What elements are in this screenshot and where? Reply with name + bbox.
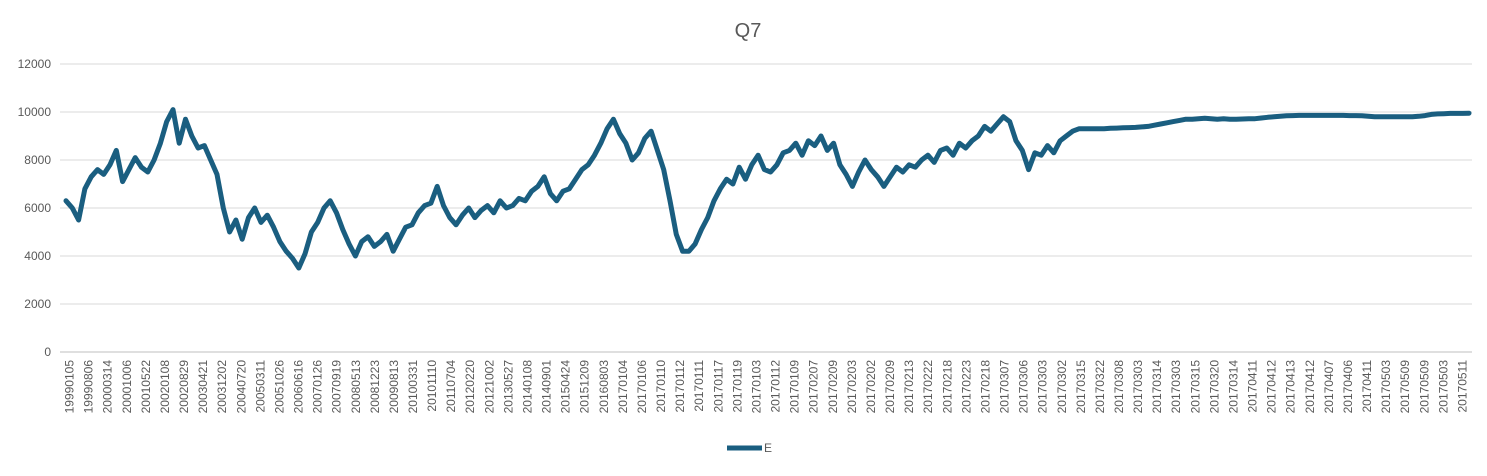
x-tick-label: 20170322: [1093, 360, 1107, 414]
legend-label: E: [764, 441, 772, 455]
x-tick-label: 20170222: [921, 360, 935, 414]
x-tick-label: 20170117: [711, 360, 725, 413]
x-tick-label: 20170202: [864, 360, 878, 414]
x-tick-label: 20110704: [444, 360, 458, 413]
x-tick-label: 20170511: [1455, 360, 1469, 413]
x-tick-label: 20030421: [196, 360, 210, 414]
x-tick-label: 20170315: [1074, 360, 1088, 414]
x-tick-label: 20170412: [1303, 360, 1317, 414]
x-tick-label: 20170412: [1265, 360, 1279, 414]
y-tick-label: 10000: [18, 105, 52, 119]
x-tick-label: 20140108: [520, 360, 534, 414]
x-tick-label: 20060616: [292, 360, 306, 414]
x-tick-label: 19990105: [63, 360, 77, 414]
x-tick-label: 20170119: [730, 360, 744, 413]
x-tick-label: 20051026: [272, 360, 286, 414]
y-tick-label: 12000: [18, 57, 52, 71]
x-tick-label: 20170218: [940, 360, 954, 414]
gridlines: [60, 63, 1472, 353]
x-tick-label: 20090813: [387, 360, 401, 414]
x-tick-label: 20170209: [826, 360, 840, 414]
y-tick-label: 8000: [24, 153, 51, 167]
x-tick-label: 20010522: [139, 360, 153, 414]
x-tick-label: 20170103: [749, 360, 763, 414]
x-tick-label: 20170207: [807, 360, 821, 414]
x-tick-label: 20121002: [482, 360, 496, 414]
x-tick-label: 20170411: [1360, 360, 1374, 413]
x-tick-label: 20170307: [998, 360, 1012, 414]
chart-title: Q7: [735, 20, 762, 42]
x-tick-label: 20050311: [253, 360, 267, 413]
x-tick-label: 20160803: [597, 360, 611, 414]
x-tick-label: 19990806: [82, 360, 96, 414]
plot-series: [63, 107, 1472, 271]
x-tick-label: 20170109: [788, 360, 802, 414]
x-tick-label: 20151209: [578, 360, 592, 414]
x-tick-label: 20020829: [177, 360, 191, 414]
x-tick-label: 20170111: [692, 360, 706, 412]
x-tick-label: 20031202: [215, 360, 229, 414]
x-tick-label: 20170112: [769, 360, 783, 413]
x-tick-label: 20170509: [1417, 360, 1431, 414]
y-axis: 0 2000 4000 6000 8000 10000 12000: [18, 57, 52, 359]
x-tick-label: 20170106: [635, 360, 649, 414]
x-tick-label: 20170509: [1398, 360, 1412, 414]
x-tick-label: 20170213: [902, 360, 916, 414]
x-tick-label: 20170203: [845, 360, 859, 414]
x-tick-label: 20170306: [1017, 360, 1031, 414]
x-tick-label: 20170303: [1131, 360, 1145, 414]
y-tick-label: 0: [44, 345, 51, 359]
x-tick-label: 20170411: [1246, 360, 1260, 413]
x-tick-label: 20080513: [349, 360, 363, 414]
series-line-E: [63, 107, 1472, 271]
x-tick-label: 20170314: [1226, 360, 1240, 414]
x-tick-label: 20170503: [1436, 360, 1450, 414]
x-tick-label: 20070919: [330, 360, 344, 414]
x-tick-label: 20170218: [978, 360, 992, 414]
x-tick-label: 20100331: [406, 360, 420, 414]
x-tick-label: 20170315: [1188, 360, 1202, 414]
x-tick-label: 20170413: [1284, 360, 1298, 414]
x-tick-label: 20081223: [368, 360, 382, 414]
x-tick-label: 20000314: [101, 360, 115, 414]
x-tick-label: 20170223: [959, 360, 973, 414]
x-tick-label: 20101110: [425, 360, 439, 412]
x-tick-label: 20170303: [1036, 360, 1050, 414]
x-tick-label: 20020108: [158, 360, 172, 414]
x-tick-label: 20040720: [234, 360, 248, 414]
x-tick-label: 20140901: [540, 360, 554, 414]
x-tick-label: 20170112: [673, 360, 687, 413]
x-tick-label: 20170104: [616, 360, 630, 414]
y-tick-label: 4000: [24, 249, 51, 263]
x-tick-label: 20120220: [463, 360, 477, 414]
x-tick-label: 20170407: [1322, 360, 1336, 414]
y-tick-label: 6000: [24, 201, 51, 215]
x-tick-label: 20070126: [311, 360, 325, 414]
legend: E: [727, 441, 772, 455]
x-tick-label: 20150424: [559, 360, 573, 414]
x-tick-label: 20170303: [1169, 360, 1183, 414]
x-tick-label: 20170308: [1112, 360, 1126, 414]
x-tick-label: 20170503: [1379, 360, 1393, 414]
x-tick-label: 20170302: [1055, 360, 1069, 414]
x-tick-label: 20130527: [501, 360, 515, 414]
x-tick-label: 20170110: [654, 360, 668, 413]
x-axis: 19990105 19990806 20000314 20001006 20010522…: [63, 360, 1470, 414]
y-tick-label: 2000: [24, 297, 51, 311]
x-tick-label: 20001006: [120, 360, 134, 414]
x-tick-label: 20170320: [1207, 360, 1221, 414]
x-tick-label: 20170209: [883, 360, 897, 414]
x-tick-label: 20170314: [1150, 360, 1164, 414]
x-tick-label: 20170406: [1341, 360, 1355, 414]
